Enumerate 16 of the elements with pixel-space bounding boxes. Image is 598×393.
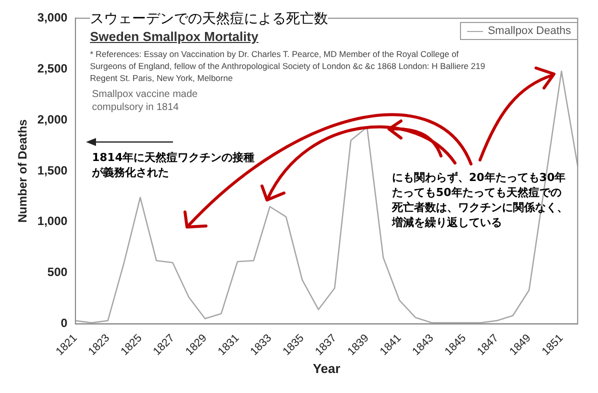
y-tick-label: 2,500 — [37, 61, 68, 76]
text: Sweden Smallpox Mortality — [90, 29, 258, 44]
annotation: 1814年に天然痘ワクチンの接種が義務化された — [92, 150, 256, 180]
annotation: Smallpox vaccine made compulsory in 1814 — [92, 88, 199, 114]
chart-title: スウェーデンでの天然痘による死亡数 — [90, 10, 328, 28]
y-tick-label: 500 — [47, 265, 68, 280]
y-tick-label: 1,500 — [37, 163, 68, 178]
y-tick-label: 2,000 — [37, 112, 68, 126]
annotation: にも関わらず、20年たっても30年たっても50年たっても天然痘での死亡者数は、ワクチンに関係なく、増減を繰り返している — [392, 170, 569, 230]
y-tick-label: 0 — [60, 316, 68, 330]
y-axis-title: Number of Deaths — [16, 118, 30, 223]
y-tick-label: 1,000 — [37, 214, 68, 228]
legend-label: Smallpox Deaths — [488, 25, 571, 37]
annotation: * References: Essay on Vaccination by Dr. Charles T. Pearce, MD Member of the Royal College of Surgeons of England, fellow of the Anthropological Society of London &c &c 1868 London: H Balliere 219 Regent St. Paris, New York, Melborne — [90, 48, 486, 84]
y-tick-label: 3,000 — [37, 10, 68, 25]
x-axis-title: Year — [312, 360, 340, 376]
